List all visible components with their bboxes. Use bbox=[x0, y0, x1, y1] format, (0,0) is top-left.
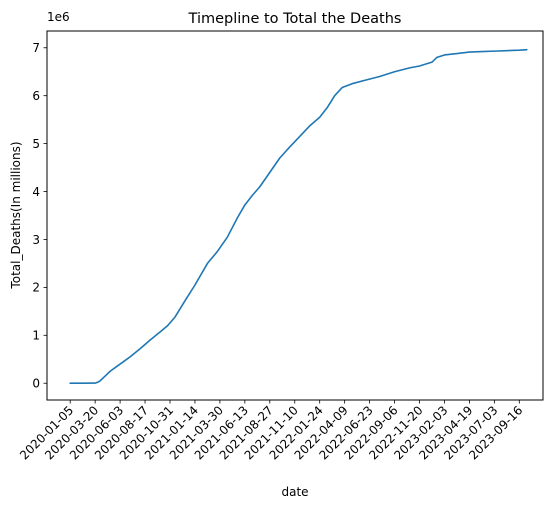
y-tick-label: 7 bbox=[32, 41, 40, 55]
y-tick-label: 1 bbox=[32, 329, 40, 343]
y-tick-label: 6 bbox=[32, 89, 40, 103]
y-axis-title: Total_Deaths(In millions) bbox=[9, 141, 23, 289]
chart-title: Timepline to Total the Deaths bbox=[188, 11, 402, 27]
plot-frame bbox=[46, 30, 544, 401]
y-tick-label: 4 bbox=[32, 185, 40, 199]
series-group bbox=[69, 48, 528, 385]
y-tick-label: 3 bbox=[32, 233, 40, 247]
y-tick-label: 5 bbox=[32, 137, 40, 151]
y-offset-label: 1e6 bbox=[47, 10, 70, 24]
y-axis-ticks: 0 1 2 3 4 5 6 7 bbox=[32, 41, 47, 391]
series-line-total-deaths bbox=[69, 48, 528, 385]
y-tick-label: 0 bbox=[32, 377, 40, 391]
x-axis-title: date bbox=[281, 485, 308, 499]
y-tick-label: 2 bbox=[32, 281, 40, 295]
